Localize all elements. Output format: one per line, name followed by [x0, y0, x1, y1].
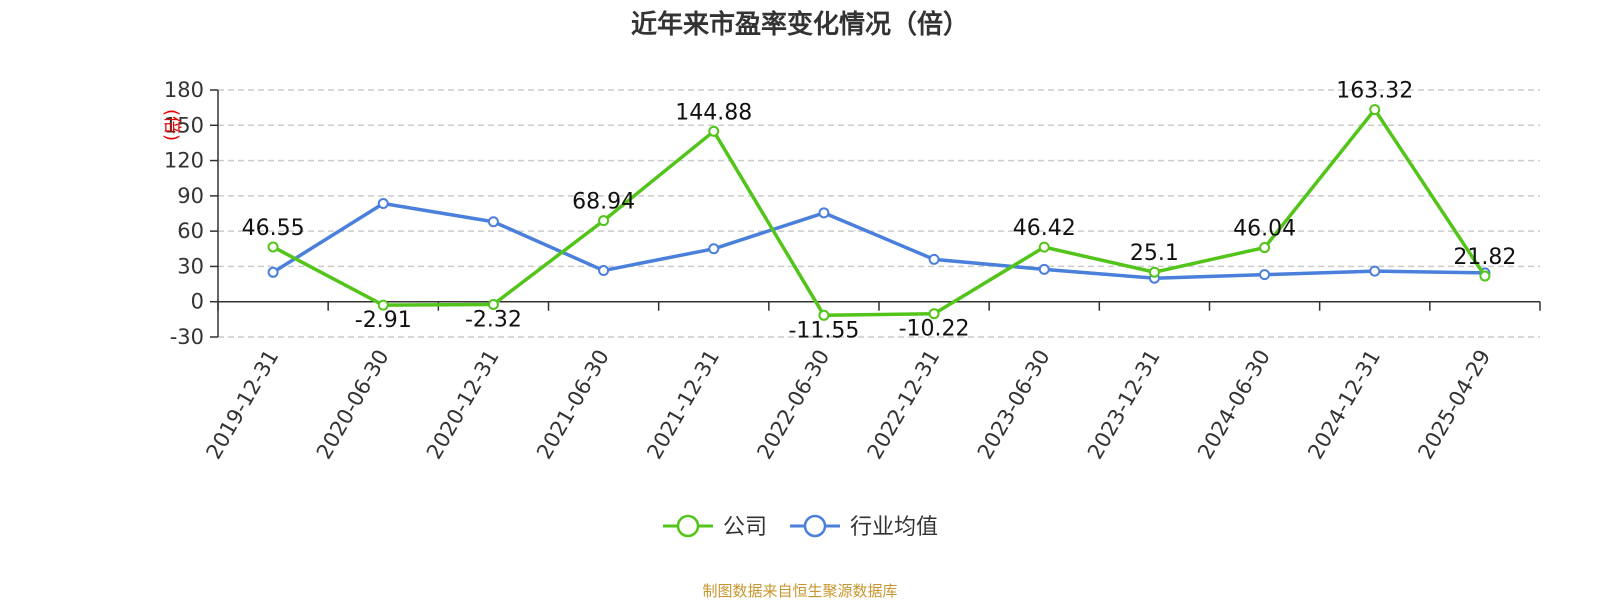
- series-layer: [267, 104, 1491, 321]
- data-point[interactable]: [1479, 270, 1491, 282]
- x-tick-label: 2023-12-31: [1083, 346, 1165, 464]
- y-tick-label: 120: [164, 149, 204, 173]
- data-point[interactable]: [1259, 242, 1271, 254]
- data-point[interactable]: [818, 309, 830, 321]
- y-tick-label: 30: [177, 254, 204, 278]
- data-point[interactable]: [267, 241, 279, 253]
- data-label: 46.42: [1013, 216, 1076, 241]
- y-tick-label: 90: [177, 184, 204, 208]
- data-point[interactable]: [1148, 266, 1160, 278]
- data-point[interactable]: [1369, 265, 1381, 277]
- data-point[interactable]: [598, 265, 610, 277]
- y-tick-label: -30: [170, 325, 204, 349]
- data-point[interactable]: [377, 198, 389, 210]
- x-tick-label: 2022-06-30: [752, 346, 834, 464]
- data-point[interactable]: [267, 266, 279, 278]
- legend-item-industry-average[interactable]: 行业均值: [790, 514, 938, 540]
- x-tick-label: 2024-12-31: [1303, 346, 1385, 464]
- grid-lines: [218, 89, 1540, 338]
- data-point[interactable]: [928, 253, 940, 265]
- x-tick-label: 2025-04-29: [1413, 346, 1495, 464]
- legend-label: 行业均值: [850, 515, 938, 540]
- data-point[interactable]: [708, 243, 720, 255]
- series-line: [272, 201, 1485, 280]
- chart-title: 近年来市盈率变化情况（倍）: [630, 10, 969, 40]
- series-company: [267, 104, 1491, 321]
- x-tick-label: 2019-12-31: [202, 346, 284, 464]
- legend-label: 公司: [723, 515, 767, 540]
- x-tick-label: 2020-06-30: [312, 346, 394, 464]
- data-point[interactable]: [818, 207, 830, 219]
- data-labels: 46.55 -2.91 -2.32 68.94 144.88 -11.55 -10.22 46…: [242, 79, 1517, 344]
- data-label: 68.94: [572, 190, 635, 215]
- data-label: -11.55: [788, 318, 859, 343]
- series-industry-average: [267, 198, 1491, 284]
- x-tick-label: 2022-12-31: [863, 345, 945, 463]
- x-tick-label: 2021-06-30: [532, 346, 614, 464]
- data-point[interactable]: [928, 308, 940, 320]
- y-tick-label: 60: [177, 219, 204, 243]
- data-point[interactable]: [1259, 269, 1271, 281]
- data-point[interactable]: [1038, 263, 1050, 275]
- data-point[interactable]: [1369, 104, 1381, 116]
- x-tick-label: 2020-12-31: [422, 345, 504, 463]
- x-tick-label: 2024-06-30: [1193, 346, 1275, 464]
- legend-marker-icon: [803, 514, 827, 538]
- data-label: 21.82: [1453, 245, 1516, 270]
- data-label: -10.22: [899, 317, 970, 342]
- y-axis: -30 0 30 60 90 120 150 180: [164, 78, 219, 349]
- data-label: 46.04: [1233, 217, 1296, 242]
- y-tick-label: 0: [191, 290, 204, 314]
- data-label: -2.32: [465, 307, 522, 332]
- data-point[interactable]: [1038, 241, 1050, 253]
- y-tick-label: 150: [164, 113, 204, 137]
- data-point[interactable]: [598, 215, 610, 227]
- y-axis-unit-label: (倍): [161, 109, 182, 141]
- data-label: 25.1: [1130, 241, 1179, 266]
- data-source-note: 制图数据来自恒生聚源数据库: [702, 582, 898, 600]
- data-point[interactable]: [487, 298, 499, 310]
- legend-item-company[interactable]: 公司: [663, 514, 767, 540]
- legend-marker-icon: [676, 514, 700, 538]
- x-tick-label: 2021-12-31: [642, 346, 724, 464]
- data-label: 46.55: [242, 216, 305, 241]
- series-line: [272, 107, 1487, 318]
- data-label: 163.32: [1336, 79, 1413, 104]
- data-point[interactable]: [377, 299, 389, 311]
- data-point[interactable]: [487, 216, 499, 228]
- data-point[interactable]: [708, 125, 720, 137]
- data-label: -2.91: [355, 308, 412, 333]
- data-label: 144.88: [675, 100, 752, 125]
- x-tick-label: 2023-06-30: [973, 346, 1055, 464]
- legend[interactable]: 公司 行业均值: [663, 514, 938, 540]
- y-tick-label: 180: [164, 78, 204, 102]
